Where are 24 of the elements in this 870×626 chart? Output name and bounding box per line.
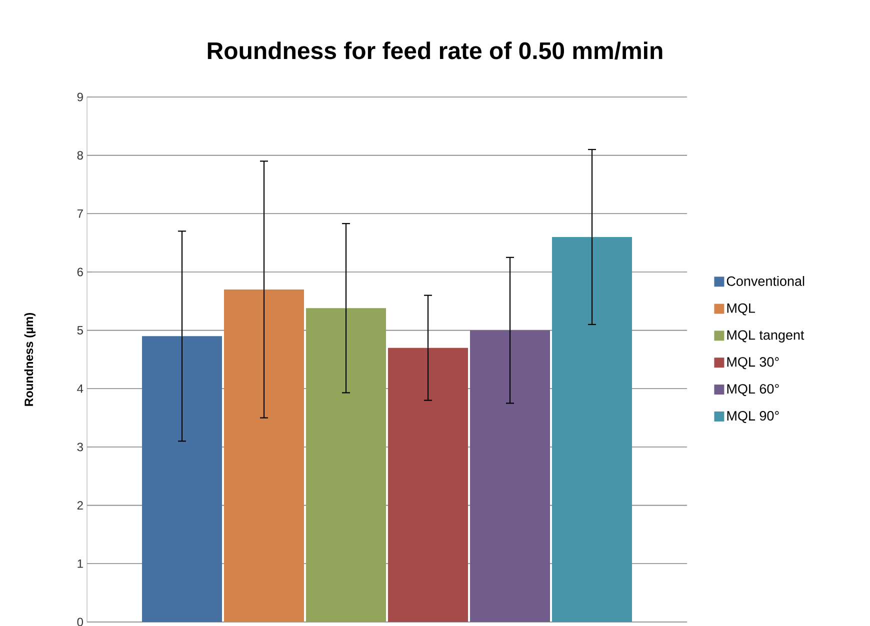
- y-tick-label: 6: [77, 268, 83, 276]
- bar: [388, 348, 468, 622]
- legend-label: Conventional: [726, 276, 804, 286]
- chart-title: Roundness for feed rate of 0.50 mm/min: [208, 42, 662, 60]
- bar: [142, 336, 222, 622]
- bar: [306, 308, 386, 622]
- legend-label: MQL 30°: [727, 357, 779, 370]
- y-tick-label: 1: [78, 560, 83, 568]
- y-tick-label: 9: [77, 92, 83, 102]
- legend-label: MQL: [727, 303, 756, 316]
- y-tick-label: 0: [77, 618, 84, 626]
- bar: [224, 289, 304, 622]
- bar: [470, 330, 550, 622]
- y-tick-label: 5: [77, 326, 83, 335]
- y-tick-label: 2: [77, 501, 83, 510]
- y-tick-label: 3: [77, 442, 83, 452]
- legend-label: MQL tangent: [727, 330, 804, 342]
- y-tick-label: 4: [77, 384, 84, 393]
- y-axis-title: Roundness (µm): [24, 312, 36, 406]
- legend-label: MQL 60°: [727, 384, 779, 396]
- y-tick-label: 8: [77, 151, 83, 160]
- y-tick-label: 7: [77, 210, 83, 218]
- legend-label: MQL 90°: [727, 411, 779, 423]
- bar: [552, 236, 632, 622]
